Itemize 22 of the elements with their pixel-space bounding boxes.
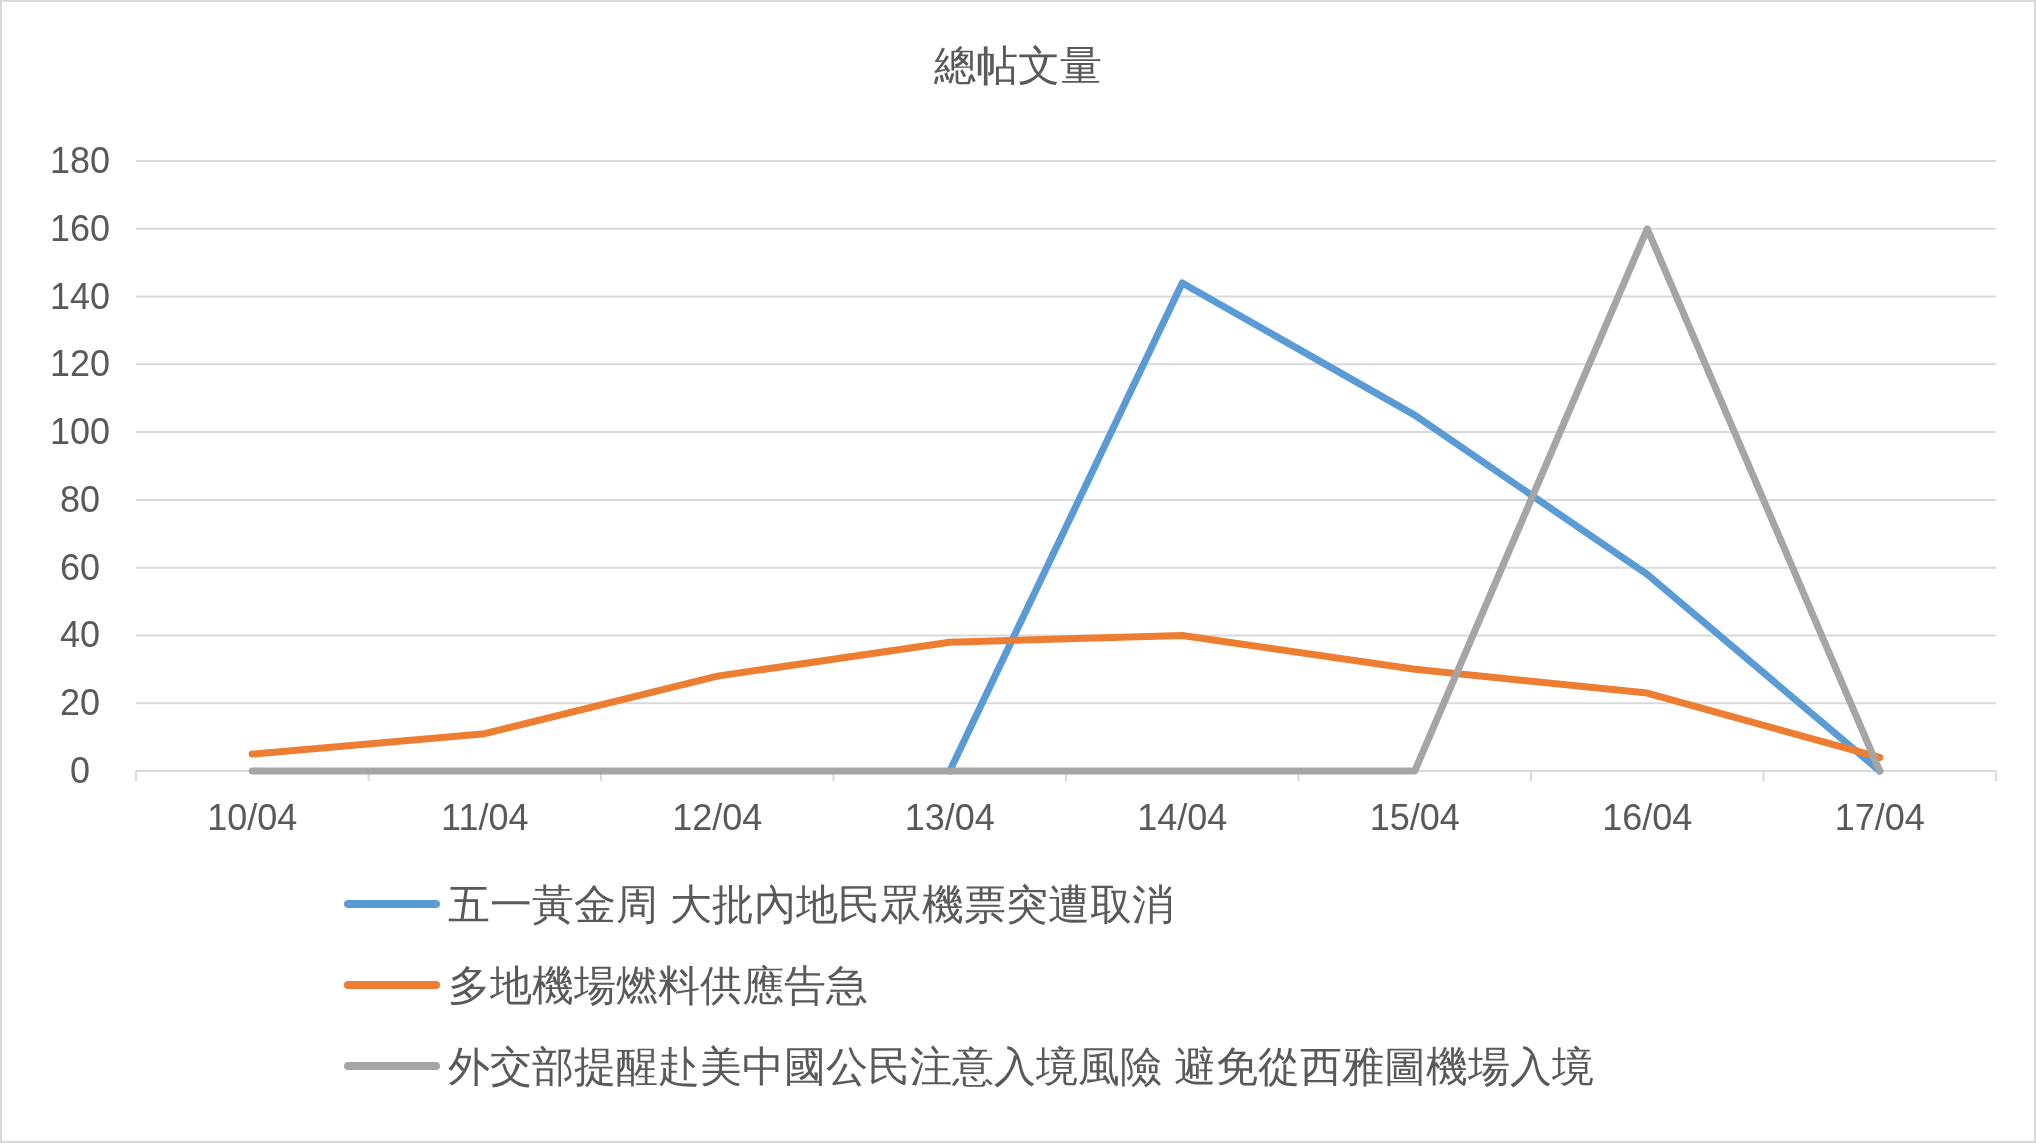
- x-tick-label: 17/04: [1834, 797, 1925, 838]
- y-tick-label: 100: [49, 411, 111, 453]
- y-tick-label: 20: [59, 682, 101, 724]
- x-tick-label: 16/04: [1602, 797, 1693, 838]
- y-tick-label: 140: [49, 275, 111, 317]
- x-tick-label: 15/04: [1369, 797, 1460, 838]
- y-tick-label: 80: [59, 478, 101, 520]
- legend-label: 多地機場燃料供應告急: [448, 962, 868, 1009]
- x-tick-label: 13/04: [904, 797, 995, 838]
- x-tick-label: 12/04: [672, 797, 763, 838]
- y-tick-label: 0: [69, 750, 91, 791]
- x-tick-label: 10/04: [207, 797, 298, 838]
- legend-label: 五一黃金周 大批內地民眾機票突遭取消: [448, 881, 1174, 928]
- x-tick-label: 14/04: [1137, 797, 1228, 838]
- legend-label: 外交部提醒赴美中國公民注意入境風險 避免從西雅圖機場入境: [448, 1043, 1594, 1090]
- y-tick-label: 160: [49, 207, 111, 249]
- x-tick-label: 11/04: [441, 797, 529, 838]
- y-tick-label: 180: [49, 140, 111, 181]
- chart-title: 總帖文量: [933, 42, 1102, 89]
- y-tick-label: 60: [59, 546, 101, 588]
- y-tick-label: 120: [49, 343, 111, 385]
- y-tick-label: 40: [59, 614, 101, 656]
